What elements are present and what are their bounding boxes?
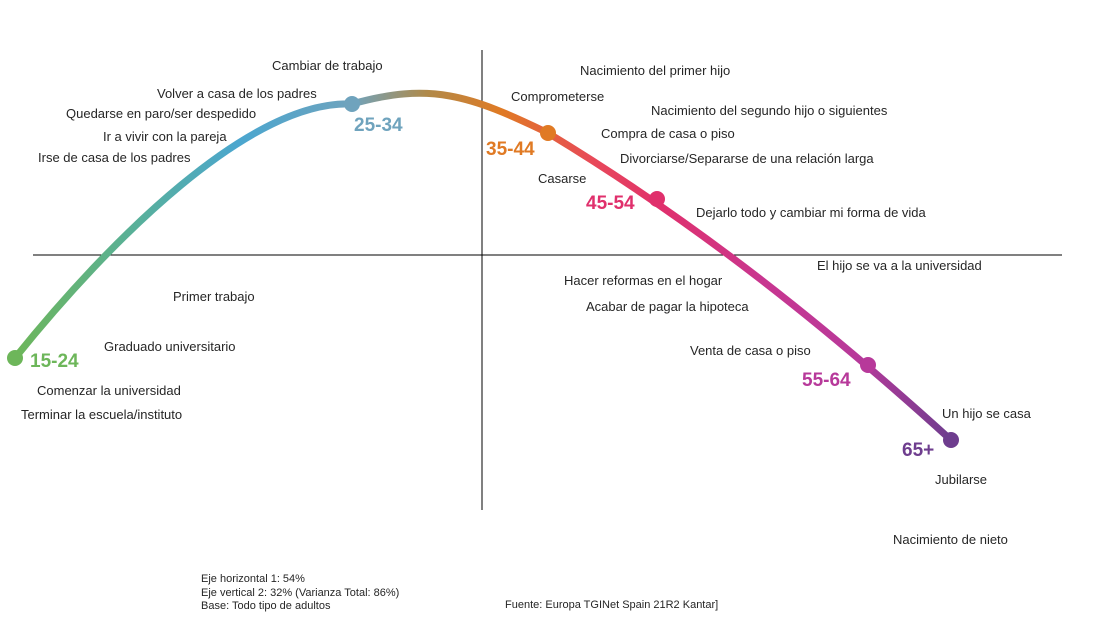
age-marker-65-plus (943, 432, 959, 448)
event-label: Comprometerse (511, 89, 604, 104)
event-label: Graduado universitario (104, 339, 236, 354)
age-label-65-plus: 65+ (902, 440, 934, 461)
event-label: Casarse (538, 171, 586, 186)
age-label-15-24: 15-24 (30, 351, 79, 372)
age-label-55-64: 55-64 (802, 370, 851, 391)
vertical-axis-note: Eje vertical 2: 32% (Varianza Total: 86%… (201, 586, 400, 599)
age-label-35-44: 35-44 (486, 139, 535, 160)
event-label: Quedarse en paro/ser despedido (66, 106, 256, 121)
event-label: Nacimiento del segundo hijo o siguientes (651, 103, 888, 118)
source-note: Fuente: Europa TGINet Spain 21R2 Kantar] (505, 599, 719, 611)
age-marker-35-44 (540, 125, 556, 141)
age-marker-15-24 (7, 350, 23, 366)
base-note: Base: Todo tipo de adultos (201, 600, 331, 612)
age-label-25-34: 25-34 (354, 115, 403, 136)
event-label: Compra de casa o piso (601, 126, 735, 141)
life-stage-curve (11, 89, 955, 444)
event-label: Dejarlo todo y cambiar mi forma de vida (696, 205, 927, 220)
age-marker-45-54 (649, 191, 665, 207)
event-label: El hijo se va a la universidad (817, 258, 982, 273)
event-label: Terminar la escuela/instituto (21, 407, 182, 422)
age-label-45-54: 45-54 (586, 193, 635, 214)
event-label: Cambiar de trabajo (272, 58, 383, 73)
event-label: Nacimiento de nieto (893, 532, 1008, 547)
event-label: Divorciarse/Separarse de una relación la… (620, 151, 874, 166)
event-label: Nacimiento del primer hijo (580, 63, 730, 78)
event-label: Irse de casa de los padres (38, 150, 191, 165)
event-label: Un hijo se casa (942, 406, 1032, 421)
horizontal-axis-note: Eje horizontal 1: 54% (201, 573, 305, 585)
age-marker-55-64 (860, 357, 876, 373)
event-label: Primer trabajo (173, 289, 255, 304)
event-label: Venta de casa o piso (690, 343, 811, 358)
event-label: Jubilarse (935, 472, 987, 487)
event-label: Hacer reformas en el hogar (564, 273, 723, 288)
event-label: Comenzar la universidad (37, 383, 181, 398)
event-label: Volver a casa de los padres (157, 86, 317, 101)
age-marker-25-34 (344, 96, 360, 112)
axes-notes: Eje horizontal 1: 54% Eje vertical 2: 32… (201, 573, 399, 614)
event-label: Acabar de pagar la hipoteca (586, 299, 749, 314)
event-label: Ir a vivir con la pareja (103, 129, 227, 144)
